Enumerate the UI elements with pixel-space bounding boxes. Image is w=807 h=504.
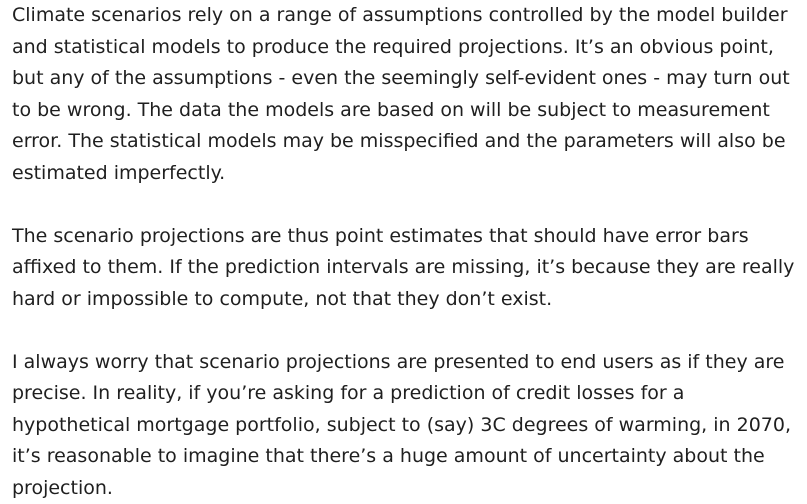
paragraph-2: The scenario projections are thus point … xyxy=(12,221,804,316)
text-line: Climate scenarios rely on a range of ass… xyxy=(12,4,788,26)
text-line: hard or impossible to compute, not that … xyxy=(12,287,553,310)
text-line: hypothetical mortgage portfolio, subject… xyxy=(12,413,792,436)
text-line: projection. xyxy=(12,476,113,499)
text-line: and statistical models to produce the re… xyxy=(12,35,774,58)
text-line: but any of the assumptions - even the se… xyxy=(12,67,790,89)
text-line: it’s reasonable to imagine that there’s … xyxy=(12,445,765,467)
text-line: affixed to them. If the prediction inter… xyxy=(12,256,795,278)
paragraph-1: Climate scenarios rely on a range of ass… xyxy=(12,0,804,189)
text-line: The scenario projections are thus point … xyxy=(12,224,749,247)
text-line: estimated imperfectly. xyxy=(12,161,226,184)
post-body: Climate scenarios rely on a range of ass… xyxy=(12,0,804,504)
text-line: error. The statistical models may be mis… xyxy=(12,130,786,152)
text-line: I always worry that scenario projections… xyxy=(12,350,785,373)
text-line: to be wrong. The data the models are bas… xyxy=(12,98,770,121)
paragraph-3: I always worry that scenario projections… xyxy=(12,347,804,504)
text-line: precise. In reality, if you’re asking fo… xyxy=(12,382,685,404)
